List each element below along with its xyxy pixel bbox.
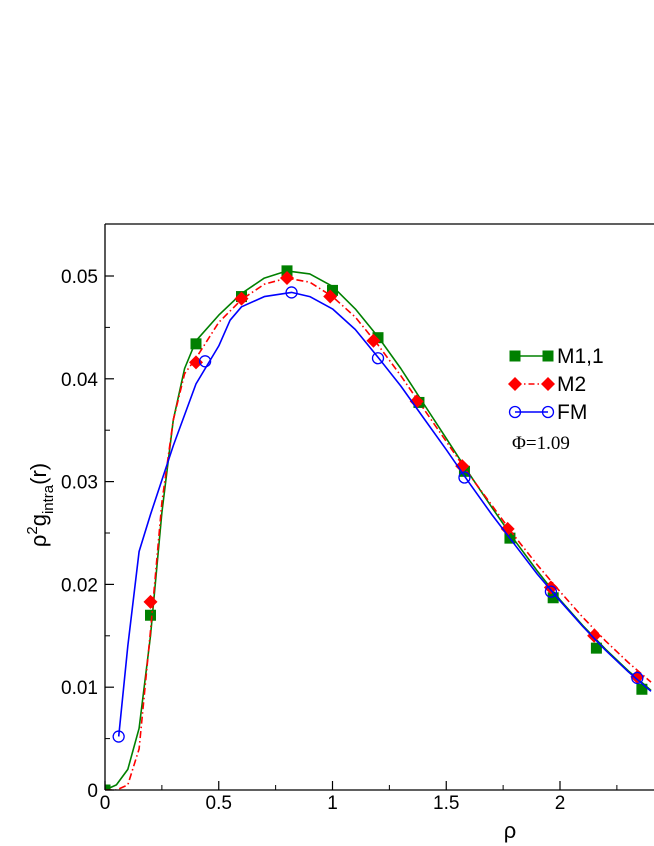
data-point (631, 671, 644, 685)
y-axis-label: ρ2gintra(r) (24, 463, 57, 547)
legend-marker (508, 377, 522, 391)
legend: M1,1 M2 FM Φ=1.09 (508, 345, 604, 454)
data-point (145, 609, 156, 621)
data-point (198, 355, 212, 368)
legend-entry-1: M1,1 (509, 345, 604, 368)
data-point (143, 594, 158, 609)
x-tick-label: 2 (555, 793, 566, 814)
data-point (366, 333, 381, 348)
legend-marker (508, 405, 522, 419)
data-point (458, 465, 470, 477)
legend-entry-3: FM (508, 401, 587, 424)
data-point (587, 628, 602, 643)
data-point (371, 352, 385, 365)
x-tick-label: 0 (100, 793, 111, 814)
data-point (636, 683, 648, 695)
legend-label: FM (557, 401, 587, 424)
data-point (590, 642, 602, 654)
data-point (372, 332, 384, 344)
x-axis-label: ρ (504, 818, 517, 843)
data-point (455, 459, 470, 474)
x-tick-label: 1 (327, 793, 338, 814)
data-point (234, 291, 249, 306)
data-point (409, 394, 424, 409)
data-point (327, 284, 338, 296)
y-axis-label-part: (r) (26, 463, 51, 485)
series-2 (105, 271, 652, 790)
series-line (117, 291, 652, 737)
data-point (105, 784, 111, 790)
data-point (323, 289, 338, 304)
y-tick-label: 0.02 (61, 575, 98, 596)
legend-marker (541, 377, 555, 391)
data-point (281, 265, 293, 277)
legend-label: M2 (557, 373, 586, 396)
y-axis-label-part: g (26, 514, 51, 526)
series-3 (112, 286, 652, 743)
legend-marker (541, 405, 555, 419)
y-tick-label: 0.03 (61, 473, 98, 494)
data-point (544, 585, 558, 598)
axes: 0 0.5 1 1.5 200.010.020.030.040.05ρρ2gintra(… (24, 223, 654, 843)
data-point (285, 286, 298, 299)
y-tick-label: 0.05 (61, 267, 98, 288)
legend-marker (509, 350, 521, 362)
data-point (190, 338, 202, 350)
y-tick-label: 0 (87, 781, 98, 802)
data-point (112, 730, 125, 743)
x-tick-label: 0.5 (206, 793, 232, 814)
data-point (280, 271, 294, 286)
phi-annotation: Φ=1.09 (512, 433, 570, 454)
y-axis-label-part: ρ (26, 535, 51, 548)
legend-entry-2: M2 (508, 373, 586, 396)
y-axis-label-part: intra (40, 484, 57, 514)
y-tick-label: 0.01 (61, 678, 98, 699)
y-tick-label: 0.04 (61, 370, 98, 391)
x-tick-label: 1.5 (433, 793, 459, 814)
y-axis-label-part: 2 (24, 526, 41, 534)
plot-area (105, 265, 652, 790)
data-point (458, 471, 471, 484)
data-point (547, 592, 559, 604)
legend-marker (542, 350, 554, 362)
data-point (500, 521, 515, 536)
legend-label: M1,1 (557, 345, 604, 368)
data-point (543, 580, 558, 595)
